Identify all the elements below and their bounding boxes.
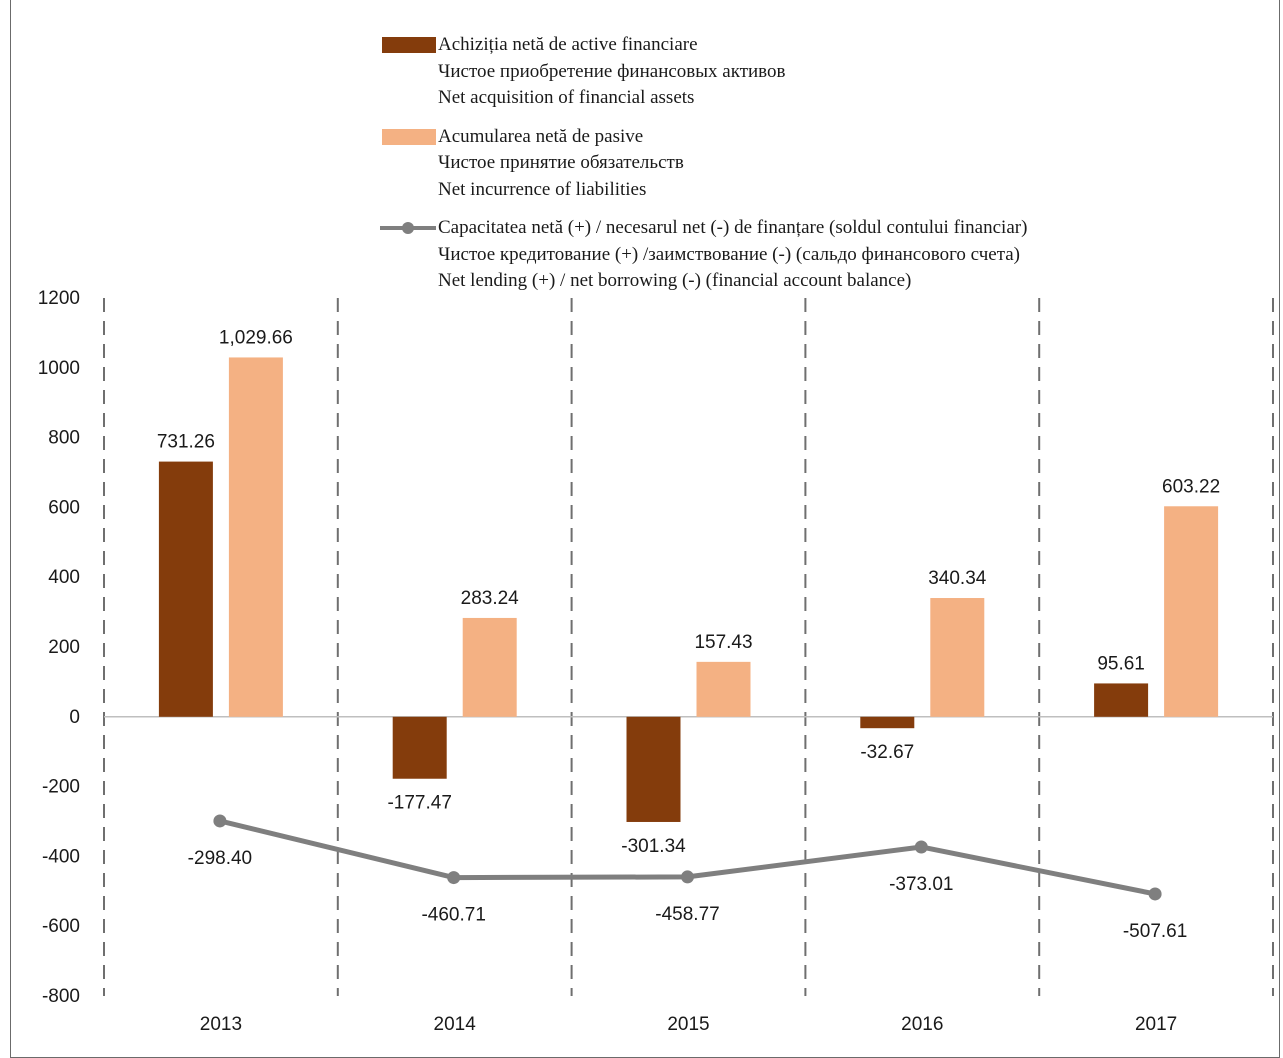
y-tick-label: 600	[48, 497, 80, 518]
point-net-lending	[914, 840, 928, 854]
data-label: 283.24	[461, 588, 520, 609]
data-label: -301.34	[621, 836, 686, 857]
y-tick-label: 0	[69, 707, 80, 728]
legend-item-net-lending: Capacitatea netă (+) / necesarul net (-)…	[380, 215, 1027, 295]
y-tick-label: -200	[42, 777, 80, 798]
y-tick-label: 200	[48, 637, 80, 658]
legend-marker-net-lending	[402, 222, 414, 234]
y-tick-label: 400	[48, 567, 80, 588]
legend-label-liabilities-ru: Чистое принятие обязательств	[438, 152, 684, 173]
point-net-lending	[213, 814, 227, 828]
x-tick-label: 2016	[901, 1014, 943, 1035]
bar-net-incurrence-liabilities	[462, 617, 517, 717]
data-label: 603.22	[1162, 476, 1220, 497]
bar-net-acquisition-assets	[626, 716, 681, 822]
y-tick-label: 1200	[38, 288, 80, 309]
data-label: -32.67	[860, 742, 914, 763]
legend-label-assets-ru: Чистое приобретение финансовых активов	[438, 60, 786, 82]
y-tick-label: -600	[42, 916, 80, 937]
legend-item-assets: Achiziția netă de active financiare Чист…	[380, 32, 1027, 112]
data-label: 95.61	[1097, 653, 1145, 674]
x-tick-label: 2017	[1135, 1014, 1177, 1035]
bar-net-incurrence-liabilities	[930, 598, 985, 717]
bar-net-incurrence-liabilities	[1164, 506, 1219, 717]
y-tick-label: 800	[48, 428, 80, 449]
point-net-lending	[447, 871, 461, 885]
data-label: 1,029.66	[219, 327, 293, 348]
y-tick-label: 1000	[38, 358, 80, 379]
data-label: 157.43	[694, 632, 752, 653]
data-label: -298.40	[188, 848, 252, 869]
y-tick-label: -400	[42, 846, 80, 867]
legend-swatch-net-lending	[380, 217, 436, 237]
x-tick-label: 2014	[434, 1014, 477, 1035]
bar-net-incurrence-liabilities	[696, 661, 751, 717]
legend-label-net-lending-ro: Capacitatea netă (+) / necesarul net (-)…	[438, 217, 1028, 238]
legend-label-liabilities-ro: Acumularea netă de pasive	[438, 125, 644, 147]
legend-label-liabilities-en: Net incurrence of liabilities	[438, 178, 647, 200]
bar-net-acquisition-assets	[158, 461, 213, 717]
bar-net-acquisition-assets	[1094, 683, 1149, 717]
legend-label-assets-ro: Achiziția netă de active financiare	[438, 34, 698, 55]
point-net-lending	[1148, 887, 1162, 901]
data-label: -507.61	[1123, 921, 1187, 942]
bar-net-acquisition-assets	[392, 716, 447, 779]
bar-net-acquisition-assets	[860, 716, 915, 729]
legend-label-net-lending-ru: Чистое кредитование (+) /заимствование (…	[438, 243, 1020, 265]
legend-label-assets-en: Net acquisition of financial assets	[438, 87, 695, 108]
bar-net-incurrence-liabilities	[228, 357, 283, 717]
data-label: -373.01	[889, 874, 953, 895]
y-tick-label: -800	[42, 986, 80, 1007]
legend-swatch-assets	[382, 37, 436, 53]
x-tick-label: 2013	[200, 1014, 242, 1035]
x-tick-label: 2015	[667, 1014, 709, 1035]
data-label: -460.71	[421, 905, 485, 926]
data-label: 340.34	[928, 568, 987, 589]
point-net-lending	[681, 870, 694, 884]
data-label: -458.77	[655, 904, 719, 925]
legend-label-net-lending-en: Net lending (+) / net borrowing (-) (fin…	[438, 270, 912, 291]
legend-swatch-liabilities	[382, 128, 436, 145]
data-label: 731.26	[157, 432, 215, 453]
legend: Achiziția netă de active financiare Чист…	[380, 32, 1027, 307]
data-label: -177.47	[387, 793, 451, 814]
legend-item-liabilities: Acumularea netă de pasive Чистое приняти…	[380, 124, 1027, 204]
